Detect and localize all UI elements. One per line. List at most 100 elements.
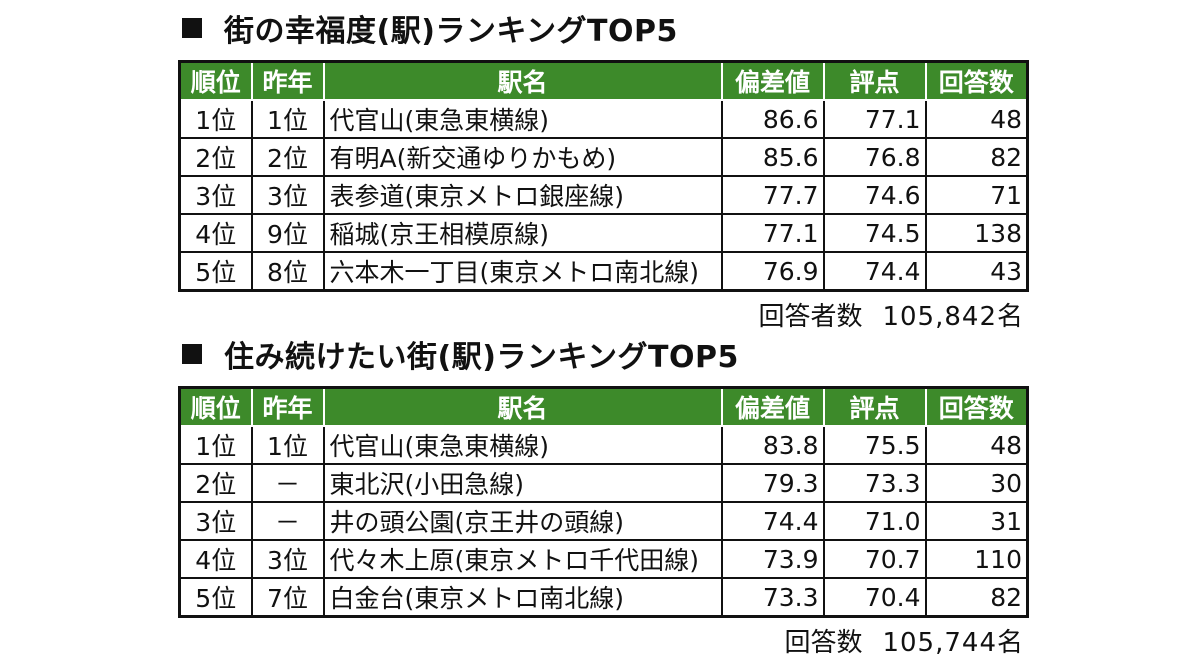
- cell-station: 表参道(東京メトロ銀座線): [322, 175, 723, 215]
- header-responses: 回答数: [924, 387, 1028, 427]
- section-title: 街の幸福度(駅)ランキングTOP5: [224, 14, 678, 49]
- respondent-total: 回答数 105,744名: [178, 626, 1026, 660]
- cell-responses: 30: [924, 463, 1029, 503]
- table-row: 5位 7位 白金台(東京メトロ南北線) 73.3 70.4 82: [178, 577, 1029, 618]
- cell-score: 75.5: [822, 425, 927, 465]
- cell-prev-year: 1位: [250, 425, 325, 465]
- ranking-table: 順位 昨年 駅名 偏差値 評点 回答数 1位 1位 代官山(東急東横線) 86.…: [178, 60, 1029, 292]
- header-deviation: 偏差値: [720, 61, 825, 101]
- table-row: 3位 － 井の頭公園(京王井の頭線) 74.4 71.0 31: [178, 501, 1029, 541]
- cell-responses: 43: [924, 251, 1029, 292]
- cell-prev-year: －: [250, 501, 325, 541]
- cell-deviation: 76.9: [720, 251, 825, 292]
- cell-score: 76.8: [822, 137, 927, 177]
- cell-responses: 48: [924, 425, 1029, 465]
- cell-rank: 2位: [178, 137, 253, 177]
- cell-responses: 110: [924, 539, 1029, 579]
- cell-responses: 82: [924, 577, 1029, 618]
- cell-responses: 71: [924, 175, 1029, 215]
- table-row: 4位 9位 稲城(京王相模原線) 77.1 74.5 138: [178, 213, 1029, 253]
- happiness-ranking-section: 街の幸福度(駅)ランキングTOP5 順位 昨年 駅名 偏差値 評点 回答数 1位…: [178, 6, 1029, 334]
- ranking-table: 順位 昨年 駅名 偏差値 評点 回答数 1位 1位 代官山(東急東横線) 83.…: [178, 386, 1029, 618]
- header-station: 駅名: [322, 387, 723, 427]
- cell-prev-year: 2位: [250, 137, 325, 177]
- cell-station: 代々木上原(東京メトロ千代田線): [322, 539, 723, 579]
- total-value: 105,744名: [882, 628, 1024, 658]
- cell-station: 有明A(新交通ゆりかもめ): [322, 137, 723, 177]
- cell-responses: 138: [924, 213, 1029, 253]
- cell-score: 70.7: [822, 539, 927, 579]
- table-row: 1位 1位 代官山(東急東横線) 86.6 77.1 48: [178, 99, 1029, 139]
- table-row: 2位 2位 有明A(新交通ゆりかもめ) 85.6 76.8 82: [178, 137, 1029, 177]
- section-heading: 街の幸福度(駅)ランキングTOP5: [178, 6, 1026, 50]
- table-row: 1位 1位 代官山(東急東横線) 83.8 75.5 48: [178, 425, 1029, 465]
- table-row: 2位 － 東北沢(小田急線) 79.3 73.3 30: [178, 463, 1029, 503]
- cell-score: 77.1: [822, 99, 927, 139]
- cell-prev-year: 1位: [250, 99, 325, 139]
- cell-deviation: 79.3: [720, 463, 825, 503]
- bullet-square-icon: [182, 18, 202, 38]
- bullet-square-icon: [182, 344, 202, 364]
- header-score: 評点: [822, 61, 927, 101]
- table-row: 4位 3位 代々木上原(東京メトロ千代田線) 73.9 70.7 110: [178, 539, 1029, 579]
- cell-prev-year: 7位: [250, 577, 325, 618]
- cell-prev-year: 9位: [250, 213, 325, 253]
- cell-station: 東北沢(小田急線): [322, 463, 723, 503]
- section-title: 住み続けたい街(駅)ランキングTOP5: [224, 340, 739, 375]
- cell-deviation: 73.9: [720, 539, 825, 579]
- cell-deviation: 74.4: [720, 501, 825, 541]
- cell-score: 70.4: [822, 577, 927, 618]
- cell-rank: 5位: [178, 577, 253, 618]
- cell-rank: 3位: [178, 501, 253, 541]
- cell-responses: 82: [924, 137, 1029, 177]
- table-header-row: 順位 昨年 駅名 偏差値 評点 回答数: [179, 387, 1028, 427]
- header-deviation: 偏差値: [720, 387, 825, 427]
- cell-deviation: 83.8: [720, 425, 825, 465]
- header-score: 評点: [822, 387, 927, 427]
- table-header-row: 順位 昨年 駅名 偏差値 評点 回答数: [179, 61, 1028, 101]
- total-value: 105,842名: [882, 302, 1024, 332]
- total-label: 回答者数: [758, 302, 863, 332]
- cell-rank: 3位: [178, 175, 253, 215]
- cell-rank: 1位: [178, 425, 253, 465]
- cell-station: 代官山(東急東横線): [322, 425, 723, 465]
- cell-score: 74.4: [822, 251, 927, 292]
- cell-rank: 2位: [178, 463, 253, 503]
- table-row: 3位 3位 表参道(東京メトロ銀座線) 77.7 74.6 71: [178, 175, 1029, 215]
- cell-deviation: 86.6: [720, 99, 825, 139]
- cell-station: 六本木一丁目(東京メトロ南北線): [322, 251, 723, 292]
- cell-prev-year: 3位: [250, 539, 325, 579]
- header-prev-year: 昨年: [250, 387, 325, 427]
- cell-score: 71.0: [822, 501, 927, 541]
- cell-station: 代官山(東急東横線): [322, 99, 723, 139]
- cell-score: 73.3: [822, 463, 927, 503]
- header-station: 駅名: [322, 61, 723, 101]
- header-rank: 順位: [179, 387, 253, 427]
- header-prev-year: 昨年: [250, 61, 325, 101]
- cell-prev-year: －: [250, 463, 325, 503]
- cell-station: 白金台(東京メトロ南北線): [322, 577, 723, 618]
- cell-rank: 1位: [178, 99, 253, 139]
- cell-prev-year: 8位: [250, 251, 325, 292]
- table-row: 5位 8位 六本木一丁目(東京メトロ南北線) 76.9 74.4 43: [178, 251, 1029, 292]
- cell-prev-year: 3位: [250, 175, 325, 215]
- section-heading: 住み続けたい街(駅)ランキングTOP5: [178, 332, 1026, 376]
- cell-deviation: 77.1: [720, 213, 825, 253]
- cell-rank: 5位: [178, 251, 253, 292]
- header-responses: 回答数: [924, 61, 1028, 101]
- respondent-total: 回答者数 105,842名: [178, 300, 1026, 334]
- cell-rank: 4位: [178, 213, 253, 253]
- continue-living-ranking-section: 住み続けたい街(駅)ランキングTOP5 順位 昨年 駅名 偏差値 評点 回答数 …: [178, 332, 1029, 660]
- cell-responses: 48: [924, 99, 1029, 139]
- cell-score: 74.5: [822, 213, 927, 253]
- cell-responses: 31: [924, 501, 1029, 541]
- cell-deviation: 77.7: [720, 175, 825, 215]
- cell-deviation: 85.6: [720, 137, 825, 177]
- cell-score: 74.6: [822, 175, 927, 215]
- total-label: 回答数: [784, 628, 863, 658]
- cell-rank: 4位: [178, 539, 253, 579]
- cell-station: 井の頭公園(京王井の頭線): [322, 501, 723, 541]
- cell-station: 稲城(京王相模原線): [322, 213, 723, 253]
- cell-deviation: 73.3: [720, 577, 825, 618]
- header-rank: 順位: [179, 61, 253, 101]
